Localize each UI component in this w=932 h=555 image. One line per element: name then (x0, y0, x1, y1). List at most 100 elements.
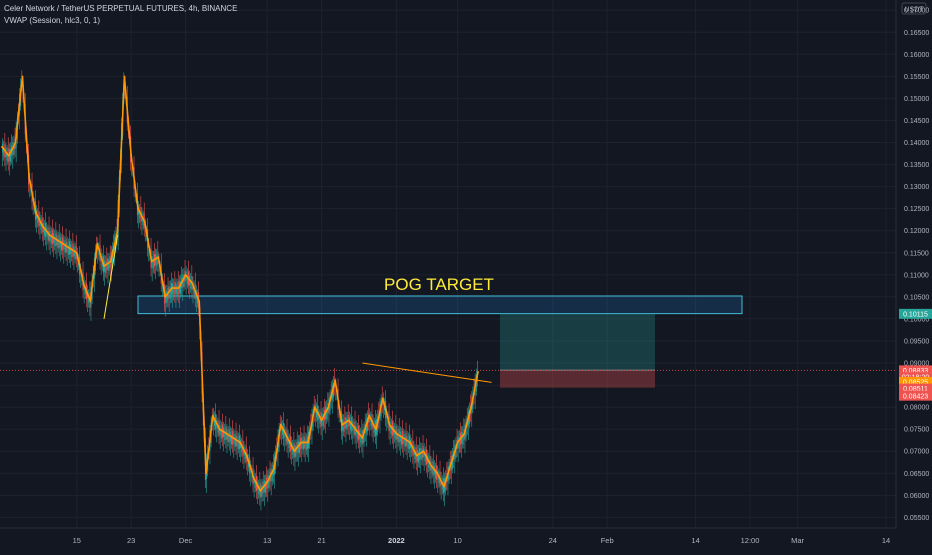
price-tick-label: 0.11000 (904, 272, 929, 279)
price-tick-label: 0.11500 (904, 250, 929, 257)
price-tick-label: 0.10500 (904, 294, 929, 301)
candle-body (319, 415, 321, 424)
vwap-point (109, 260, 112, 263)
price-tick-label: 0.15500 (904, 74, 929, 81)
candle-body (227, 432, 229, 443)
price-badge (899, 365, 932, 376)
candle-body (418, 451, 419, 463)
currency-unit-button[interactable] (901, 2, 927, 15)
price-tick-label: 0.12500 (904, 206, 929, 213)
price-tick-label: 0.17000 (904, 8, 929, 15)
candle-body (40, 221, 42, 230)
candle-body (401, 434, 402, 445)
candle-body (71, 247, 73, 257)
candle-body (108, 260, 110, 271)
candle-body (390, 425, 392, 435)
price-axis[interactable] (896, 0, 932, 550)
candle-body (414, 451, 416, 459)
vwap-point (388, 423, 391, 426)
candle-body (74, 249, 76, 260)
vwap-point (273, 467, 275, 470)
vwap-point (69, 247, 71, 250)
long-position-stop-area[interactable] (500, 370, 655, 388)
vwap-point (300, 441, 303, 444)
candle-body (428, 459, 430, 468)
candle-body (241, 444, 243, 453)
candle-body (67, 245, 69, 255)
vwap-point (130, 154, 133, 157)
candle-body (404, 437, 406, 447)
candle-body (54, 236, 56, 246)
candle-body (217, 424, 219, 433)
vwap-point (239, 441, 241, 444)
price-badge-label: 0.08511 (903, 386, 928, 393)
symbol-title: Celer Network / TetherUS PERPETUAL FUTUR… (4, 4, 238, 13)
candle-body (360, 434, 362, 443)
candle-body (57, 238, 59, 249)
vwap-point (225, 432, 228, 435)
candle-body (10, 149, 11, 162)
time-axis[interactable] (0, 528, 896, 550)
price-tick-label: 0.13000 (904, 184, 929, 191)
candle-body (431, 465, 433, 474)
candle-body (350, 421, 351, 430)
vwap-point (347, 419, 350, 422)
candle-body (268, 475, 270, 488)
time-tick-label: 21 (317, 536, 325, 545)
time-tick-label: 15 (73, 536, 81, 545)
vwap-point (123, 75, 126, 78)
candle-body (363, 428, 365, 443)
candle-body (220, 428, 222, 438)
vwap-point (409, 441, 411, 444)
candle-body (231, 434, 232, 445)
candle-body (142, 217, 144, 226)
price-badge-label: 0.08833 (903, 368, 928, 375)
vwap-point (252, 476, 255, 479)
vwap-point (89, 300, 92, 303)
time-tick-label: 13 (263, 536, 271, 545)
time-tick-label: 2022 (388, 536, 405, 545)
time-tick-label: Dec (179, 536, 193, 545)
candle-body (190, 279, 192, 289)
candle-body (64, 243, 66, 253)
time-tick-label: 23 (127, 536, 135, 545)
vwap-point (293, 450, 296, 453)
candle-body (295, 445, 297, 458)
vwap-point (41, 225, 44, 228)
price-tick-label: 0.12000 (904, 228, 929, 235)
vwap-point (103, 265, 105, 267)
candle-body (50, 234, 52, 244)
candle-body (237, 439, 239, 449)
price-badge (899, 376, 932, 387)
candle-body (282, 426, 283, 435)
vwap-point (327, 406, 330, 409)
vwap-point (177, 287, 180, 289)
time-tick-label: 14 (691, 536, 699, 545)
trendline-resistance[interactable] (362, 362, 492, 383)
candle-body (186, 275, 188, 285)
vwap-point (191, 282, 194, 285)
vwap-point (279, 423, 282, 426)
vwap-point (218, 428, 221, 431)
pog-target-zone[interactable] (137, 295, 743, 315)
candle-body (346, 418, 348, 430)
price-tick-label: 0.16500 (904, 30, 929, 37)
long-position-target-area[interactable] (500, 313, 655, 371)
trendline-support[interactable] (103, 235, 119, 320)
vwap-point (245, 454, 248, 457)
candle-body (458, 437, 460, 449)
vwap-point (463, 432, 466, 435)
candle-body (438, 475, 440, 484)
candle-body (84, 287, 86, 295)
candle-body (397, 432, 399, 443)
vwap-point (198, 300, 201, 303)
candle-body (261, 485, 263, 498)
price-tick-label: 0.05500 (904, 515, 929, 522)
vwap-point (150, 260, 153, 263)
vwap-point (341, 423, 343, 426)
candle-body (288, 440, 290, 448)
candle-body (258, 486, 260, 495)
vwap-point (205, 472, 207, 475)
